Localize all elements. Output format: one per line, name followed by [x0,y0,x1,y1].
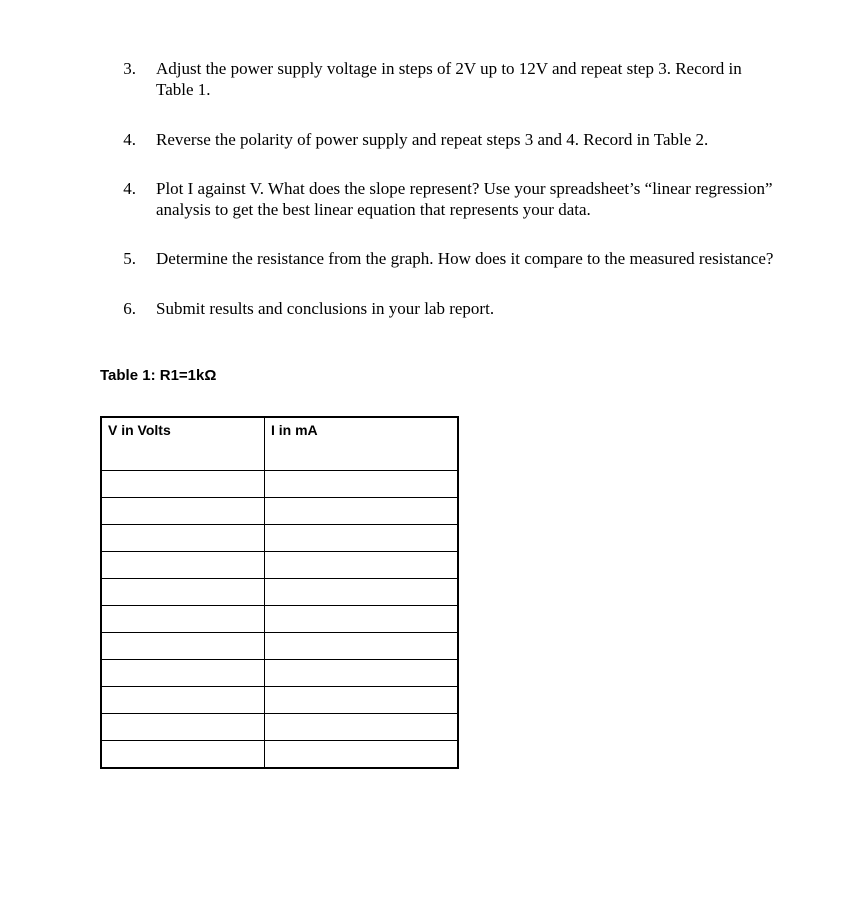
table-cell [101,605,265,632]
table-cell [101,740,265,768]
table-row [101,740,458,768]
table-cell [101,659,265,686]
table-cell [101,686,265,713]
list-item: 6. Submit results and conclusions in you… [100,298,790,319]
list-item: 4. Plot I against V. What does the slope… [100,178,790,221]
table-row [101,497,458,524]
table-cell [265,605,459,632]
table-cell [265,524,459,551]
table-cell [265,578,459,605]
list-item-number: 3. [100,58,156,101]
table-cell [101,470,265,497]
table-cell [265,551,459,578]
table-column-header: V in Volts [101,417,265,471]
data-table: V in Volts I in mA [100,416,459,769]
table-header-row: V in Volts I in mA [101,417,458,471]
table-cell [265,659,459,686]
table-caption: Table 1: R1=1kΩ [100,367,790,386]
table-cell [101,713,265,740]
list-item: 3. Adjust the power supply voltage in st… [100,58,790,101]
table-cell [265,740,459,768]
table-cell [101,632,265,659]
list-item: 4. Reverse the polarity of power supply … [100,129,790,150]
table-cell [101,551,265,578]
table-row [101,470,458,497]
table-cell [101,524,265,551]
table-row [101,524,458,551]
list-item-text: Determine the resistance from the graph.… [156,248,790,269]
table-row [101,713,458,740]
table-column-header: I in mA [265,417,459,471]
table-cell [265,497,459,524]
list-item-text: Plot I against V. What does the slope re… [156,178,790,221]
table-row [101,551,458,578]
table-cell [265,713,459,740]
list-item: 5. Determine the resistance from the gra… [100,248,790,269]
list-item-number: 4. [100,178,156,221]
table-cell [101,578,265,605]
table-row [101,686,458,713]
table-cell [265,686,459,713]
table-row [101,578,458,605]
list-item-number: 6. [100,298,156,319]
list-item-text: Adjust the power supply voltage in steps… [156,58,790,101]
table-cell [101,497,265,524]
table-cell [265,632,459,659]
table-row [101,659,458,686]
list-item-text: Reverse the polarity of power supply and… [156,129,790,150]
table-body [101,470,458,768]
document-page: 3. Adjust the power supply voltage in st… [0,0,850,829]
table-cell [265,470,459,497]
instruction-list: 3. Adjust the power supply voltage in st… [100,58,790,319]
list-item-text: Submit results and conclusions in your l… [156,298,790,319]
list-item-number: 5. [100,248,156,269]
list-item-number: 4. [100,129,156,150]
table-row [101,632,458,659]
table-row [101,605,458,632]
